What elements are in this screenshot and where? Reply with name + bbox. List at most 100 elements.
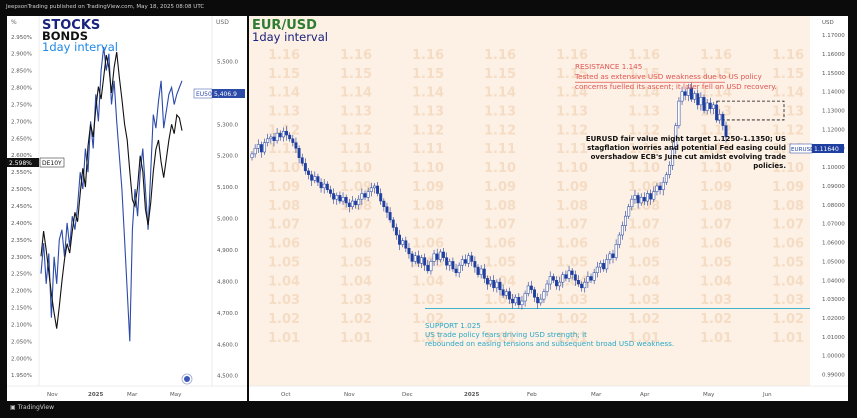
resistance-text-1: Tested as extensive USD weakness due to … bbox=[574, 72, 762, 81]
candle bbox=[674, 125, 678, 149]
brand-label: TradingView bbox=[17, 404, 55, 411]
watermark-label: 1.05 bbox=[268, 255, 300, 270]
support-title: SUPPORT 1.025 bbox=[425, 321, 481, 330]
eur-y-tick-16: 1.01000 bbox=[822, 335, 845, 341]
candle bbox=[344, 197, 348, 204]
candle bbox=[683, 91, 687, 96]
watermark-label: 1.06 bbox=[628, 237, 660, 252]
watermark-label: 1.16 bbox=[340, 48, 372, 63]
watermark-label: 1.11 bbox=[268, 142, 300, 157]
candle bbox=[649, 193, 653, 200]
eur-x-tick-1: Nov bbox=[344, 392, 355, 398]
candle bbox=[470, 255, 474, 262]
candle bbox=[661, 181, 665, 190]
watermark-label: 1.14 bbox=[412, 86, 444, 101]
index-tick-10: 4,500.0 bbox=[217, 374, 238, 380]
eur-price-badge-bg bbox=[812, 144, 844, 153]
candle bbox=[655, 185, 659, 192]
left-time-ticks: Nov 2025 Mar May bbox=[47, 392, 182, 398]
candle bbox=[605, 259, 609, 270]
candle bbox=[445, 257, 449, 266]
candle bbox=[325, 183, 329, 190]
tradingview-logo[interactable]: ▣ TradingView bbox=[10, 404, 54, 411]
candle bbox=[464, 259, 467, 264]
right-axis-unit: USD bbox=[216, 19, 229, 26]
eur-y-tick-7: 1.10000 bbox=[822, 165, 845, 171]
candle bbox=[256, 144, 260, 149]
candle bbox=[329, 189, 332, 194]
left-x-tick-0: Nov bbox=[47, 392, 58, 398]
eur-price-badge-symbol: EURUSD bbox=[791, 147, 814, 153]
candle bbox=[404, 240, 408, 249]
candle bbox=[482, 268, 486, 279]
candle bbox=[366, 191, 370, 198]
eur-y-tick-12: 1.05000 bbox=[822, 259, 845, 265]
publisher-line: JeepsonTrading published on TradingView.… bbox=[6, 4, 205, 10]
watermark-label: 1.15 bbox=[772, 67, 804, 82]
candle bbox=[501, 289, 505, 296]
watermark-label: 1.07 bbox=[556, 218, 588, 233]
watermark-label: 1.11 bbox=[412, 142, 444, 157]
candle bbox=[429, 261, 433, 272]
watermark-label: 1.13 bbox=[772, 105, 804, 120]
candle bbox=[307, 170, 310, 175]
tv-mark-icon: ▣ bbox=[10, 404, 18, 411]
watermark-label: 1.11 bbox=[628, 142, 660, 157]
candle bbox=[341, 197, 345, 202]
watermark-label: 1.11 bbox=[700, 142, 732, 157]
eur-y-tick-9: 1.08000 bbox=[822, 203, 845, 209]
eur-y-tick-4: 1.13000 bbox=[822, 109, 845, 115]
watermark-label: 1.10 bbox=[484, 161, 516, 176]
candle bbox=[504, 291, 508, 296]
candle bbox=[611, 253, 615, 258]
candle bbox=[275, 132, 279, 141]
watermark-label: 1.03 bbox=[268, 293, 300, 308]
candle bbox=[407, 247, 411, 255]
candle bbox=[589, 276, 593, 281]
watermark-label: 1.01 bbox=[700, 331, 732, 346]
candle bbox=[379, 193, 383, 202]
watermark-label: 1.02 bbox=[484, 312, 516, 327]
yield-tick-12: 2.350% bbox=[11, 238, 32, 244]
watermark-label: 1.09 bbox=[412, 180, 444, 195]
eur-y-tick-17: 1.00000 bbox=[822, 354, 845, 360]
candle bbox=[539, 298, 543, 304]
candle bbox=[699, 97, 703, 106]
watermark-label: 1.01 bbox=[484, 331, 516, 346]
yield-tick-7: 2.600% bbox=[11, 153, 32, 159]
left-title-stocks: STOCKS bbox=[42, 18, 100, 33]
yield-symbol: DE10Y bbox=[42, 160, 62, 167]
eur-y-tick-2: 1.15000 bbox=[822, 71, 845, 77]
candle bbox=[335, 195, 339, 200]
fair-text-2: stagflation worries and potential Fed ea… bbox=[587, 144, 786, 152]
eur-y-tick-13: 1.04000 bbox=[822, 278, 845, 284]
index-tick-3: 5,200.0 bbox=[217, 154, 238, 160]
candle bbox=[460, 259, 464, 266]
eur-y-tick-1: 1.16000 bbox=[822, 52, 845, 58]
watermark-label: 1.15 bbox=[484, 67, 516, 82]
candle bbox=[338, 195, 342, 202]
candle bbox=[708, 102, 712, 109]
resistance-text-2: concerns fuelled its ascent; it later fe… bbox=[575, 82, 777, 91]
yield-badge: 2.598% bbox=[9, 160, 32, 167]
eur-y-tick-8: 1.09000 bbox=[822, 184, 845, 190]
left-x-tick-3: May bbox=[170, 392, 182, 398]
watermark-label: 1.15 bbox=[628, 67, 660, 82]
watermark-label: 1.14 bbox=[700, 86, 732, 101]
candle bbox=[608, 253, 612, 260]
candle bbox=[680, 91, 684, 102]
yield-tick-6: 2.650% bbox=[11, 136, 32, 142]
candle bbox=[624, 215, 627, 226]
yield-tick-19: 2.000% bbox=[11, 356, 32, 362]
yield-tick-18: 2.050% bbox=[11, 339, 32, 345]
watermark-label: 1.08 bbox=[772, 199, 804, 214]
watermark-label: 1.08 bbox=[268, 199, 300, 214]
candle bbox=[620, 225, 624, 236]
candle bbox=[420, 257, 423, 264]
candle bbox=[442, 251, 445, 258]
watermark-label: 1.01 bbox=[628, 331, 660, 346]
watermark-label: 1.04 bbox=[340, 274, 372, 289]
candle bbox=[664, 174, 668, 183]
candle bbox=[423, 257, 427, 266]
candle bbox=[677, 100, 681, 126]
